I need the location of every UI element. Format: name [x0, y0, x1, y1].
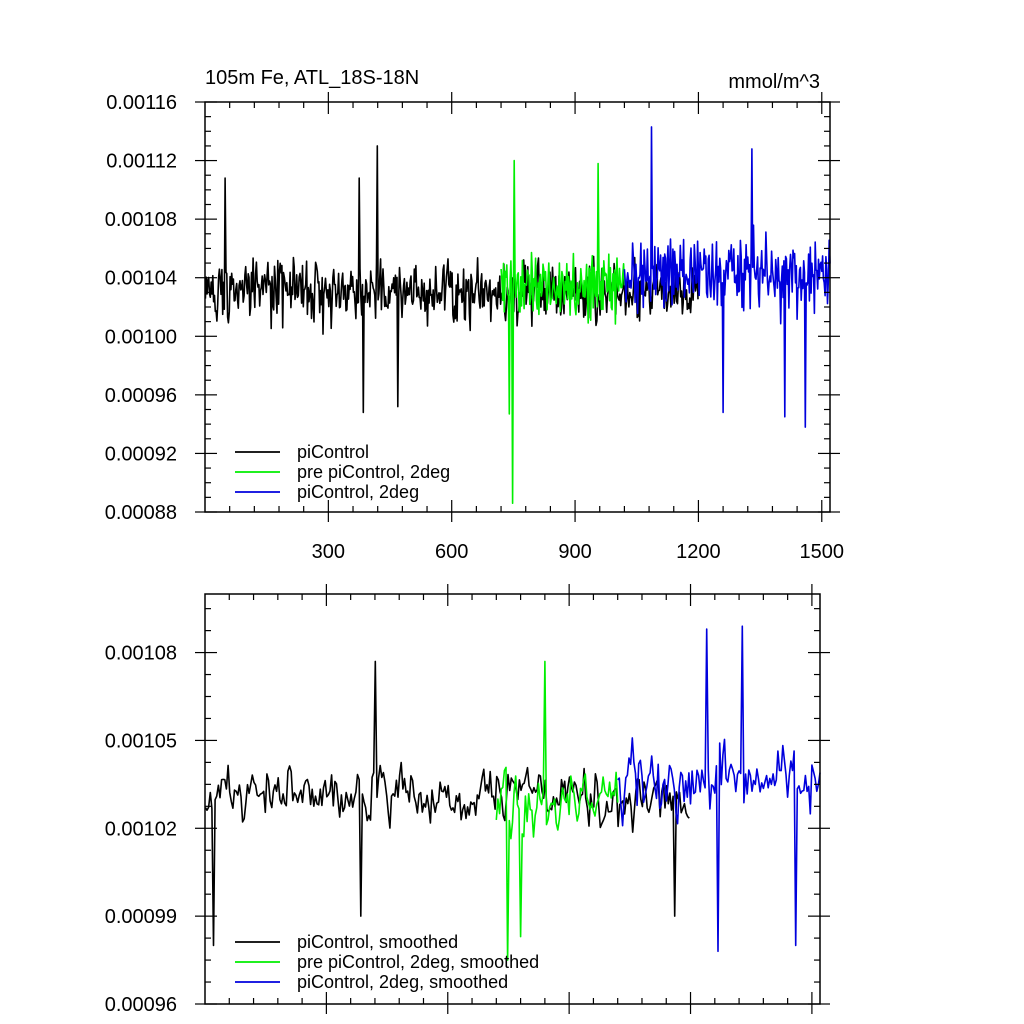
y-tick-label: 0.00104: [105, 268, 177, 290]
x-tick-label: 1200: [676, 541, 721, 563]
y-tick-label: 0.00088: [105, 502, 177, 524]
legend-label: piControl, smoothed: [297, 932, 458, 952]
bottom-panel: 0.00096 0.00099 0.00102 0.00105 0.00108 piCon…: [105, 584, 830, 1016]
series-line-1: [204, 660, 690, 947]
x-tick-label: 600: [435, 541, 468, 563]
legend-label: piControl, 2deg: [297, 482, 419, 502]
chart-title: 105m Fe, ATL_18S-18N: [205, 67, 419, 89]
y-tick-label: 0.00105: [105, 730, 177, 752]
series-line-2: [500, 159, 626, 504]
y-tick-label: 0.00112: [106, 151, 177, 173]
legend-label: piControl: [297, 442, 369, 462]
x-tick-label: 1500: [800, 541, 845, 563]
plot-frame: [204, 593, 821, 1005]
x-tick-label: 900: [558, 541, 591, 563]
legend-label: pre piControl, 2deg: [297, 462, 450, 482]
x-tick-label: 300: [312, 541, 345, 563]
series-line-3: [623, 126, 831, 428]
y-tick-label: 0.00096: [105, 385, 177, 407]
y-tick-label: 0.00096: [105, 994, 177, 1016]
y-tick-label: 0.00099: [105, 906, 177, 928]
legend-label: piControl, 2deg, smoothed: [297, 972, 508, 992]
y-tick-label: 0.00108: [105, 209, 177, 231]
y-tick-label: 0.00100: [105, 326, 177, 348]
series-line-2: [495, 660, 619, 961]
series-line-3: [617, 625, 821, 953]
legend-label: pre piControl, 2deg, smoothed: [297, 952, 539, 972]
top-panel: 300 600 900 1200 1500 0.00088 0.00092 0.00096 0.…: [105, 67, 844, 563]
units-label: mmol/m^3: [728, 71, 820, 93]
y-tick-label: 0.00092: [105, 443, 177, 465]
y-tick-label: 0.00116: [106, 92, 177, 114]
y-tick-label: 0.00108: [105, 643, 177, 665]
y-tick-label: 0.00102: [105, 818, 177, 840]
